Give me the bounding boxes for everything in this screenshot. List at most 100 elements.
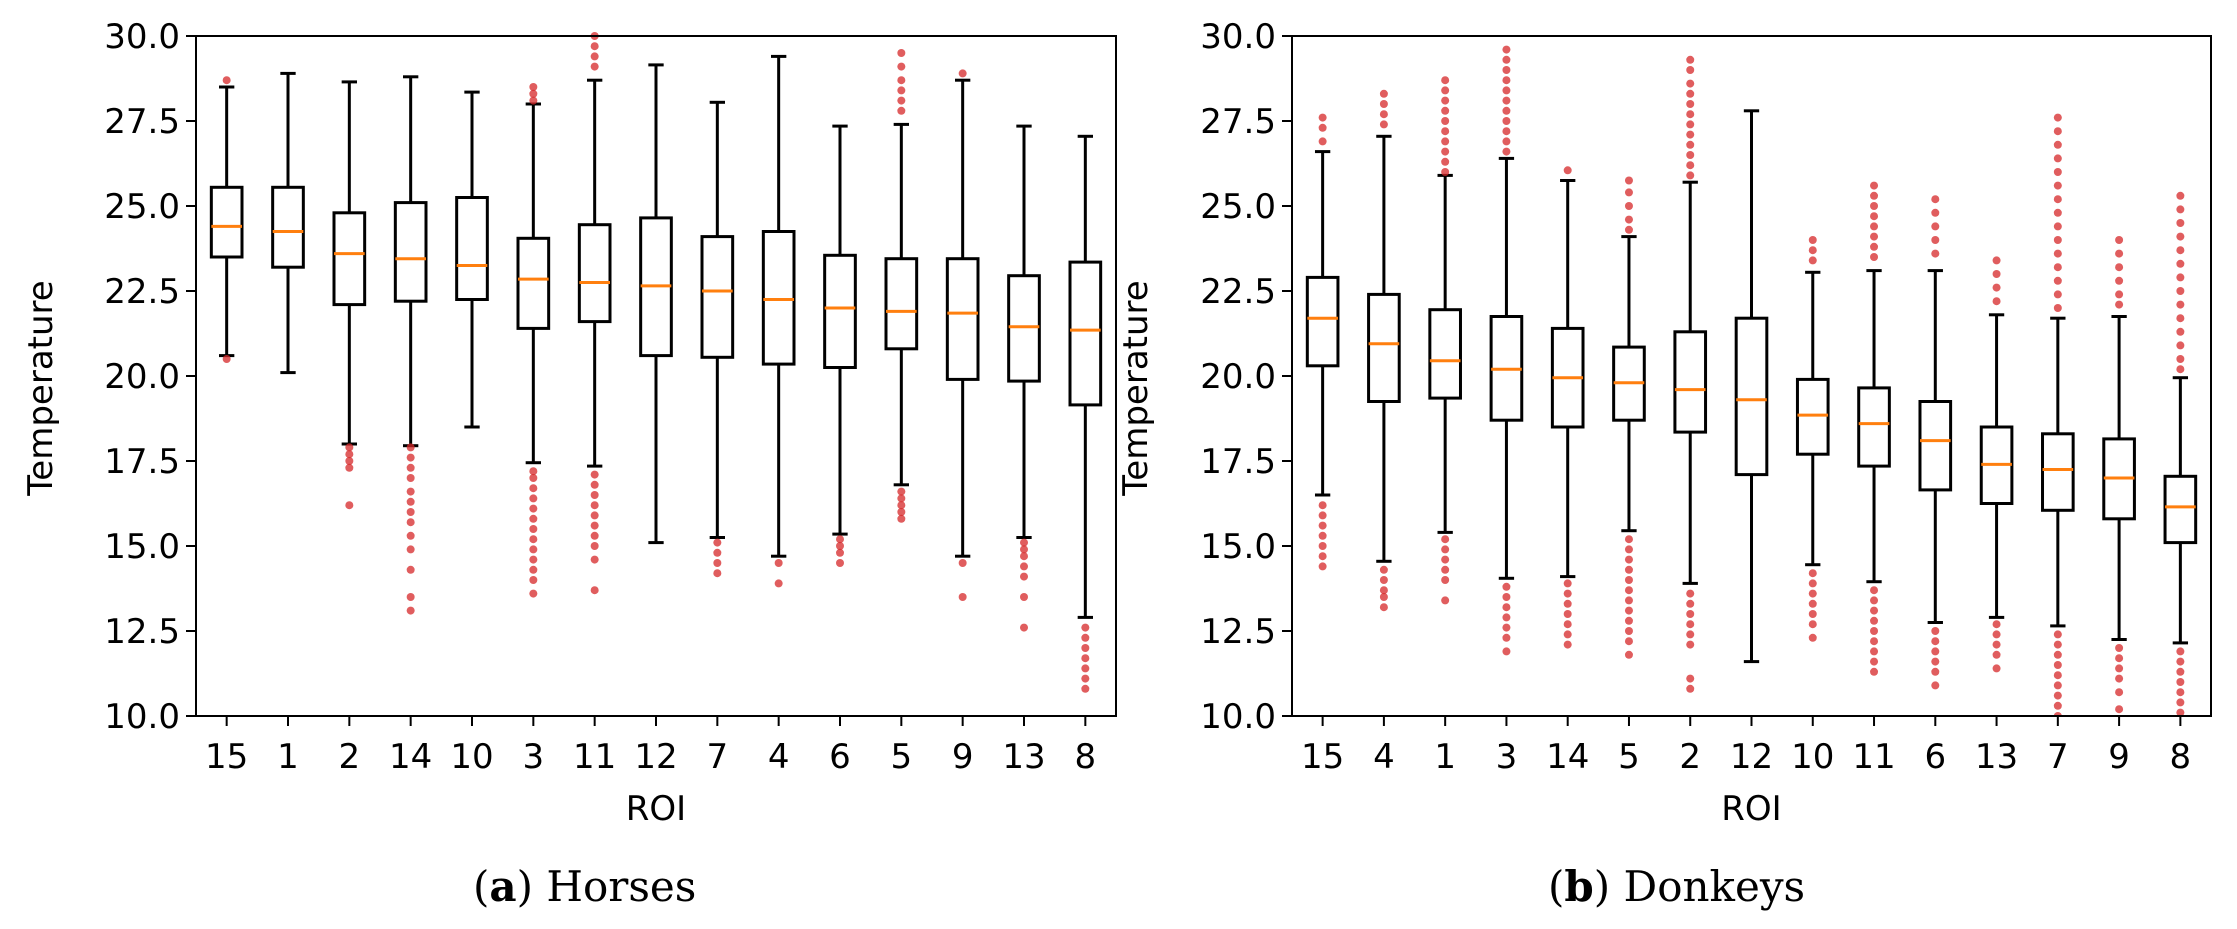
outlier-point [1870,232,1879,241]
outlier-point [1441,545,1450,554]
x-tick-label: 5 [1618,737,1640,777]
outlier-point [406,565,415,574]
outlier-point [1020,552,1028,561]
outlier-point [2176,314,2185,323]
x-tick-label: 1 [1434,737,1456,777]
outlier-point [1931,249,1940,258]
outlier-point [1441,127,1450,136]
outlier-point [2053,249,2062,258]
outlier-point [1502,86,1511,95]
outlier-point [1992,650,2001,659]
outlier-point [897,86,906,95]
outlier-point [1624,596,1633,605]
outlier-point [2176,219,2185,227]
outlier-point [1931,657,1940,666]
box-11 [577,32,612,595]
outlier-point [1318,562,1327,571]
outlier-point [1502,633,1511,642]
outlier-point [1870,181,1879,190]
outlier-point [1502,593,1511,601]
outlier-point [1379,603,1388,612]
outlier-point [1808,633,1817,642]
outlier-point [1563,640,1572,649]
outlier-point [1686,599,1695,608]
outlier-point [2115,705,2124,714]
outlier-point [1020,538,1028,547]
outlier-point [406,508,415,516]
outlier-point [2115,263,2124,272]
outlier-point [529,565,538,574]
outlier-point [590,555,599,564]
outlier-point [2115,664,2124,673]
outlier-point [2053,140,2062,149]
outlier-point [1992,256,2001,265]
outlier-point [1870,667,1879,676]
x-tick-label: 2 [339,737,361,777]
y-tick-label: 22.5 [1200,272,1276,312]
outlier-point [1686,55,1695,64]
outlier-point [1441,576,1450,584]
outlier-point [1318,542,1327,550]
caption-b: (b) Donkeys [1548,862,1806,911]
outlier-point [1502,106,1511,115]
outlier-point [1624,535,1633,544]
outlier-point [2176,667,2185,676]
outlier-point [1081,633,1090,642]
outlier-point [2053,113,2062,122]
outlier-point [1992,664,2001,673]
outlier-point [406,531,415,540]
outlier-point [1686,630,1695,639]
outlier-point [2053,661,2062,669]
outlier-point [1931,195,1940,204]
outlier-point [1379,110,1388,119]
outlier-point [529,89,538,98]
outlier-point [1441,565,1450,574]
outlier-point [1020,572,1028,581]
iqr-box [271,185,305,269]
outlier-point [897,76,906,85]
caption-b-letter: b [1564,862,1594,911]
iqr-box [1918,400,1953,492]
outlier-point [1318,113,1327,122]
outlier-point [2053,276,2062,285]
box-6 [823,124,857,567]
outlier-point [1441,106,1450,115]
iqr-box [1367,292,1401,403]
outlier-point [1502,137,1511,146]
outlier-point [2115,674,2124,683]
box-13 [1007,124,1041,632]
outlier-point [1808,236,1817,244]
outlier-point [2053,236,2062,244]
plot-area [209,32,1103,693]
outlier-point [1502,66,1511,74]
outlier-point [836,542,844,550]
iqr-box [884,257,919,351]
outlier-point [1624,565,1633,574]
caption-b-text: Donkeys [1623,862,1806,911]
outlier-point [2176,365,2185,374]
outlier-point [1081,664,1090,673]
x-tick-label: 9 [952,737,974,777]
outlier-point [1808,610,1817,618]
outlier-point [2176,708,2185,716]
outlier-point [590,62,599,71]
y-tick-label: 27.5 [1200,102,1276,142]
outlier-point [1502,647,1511,656]
outlier-point [2176,678,2185,686]
outlier-point [1808,246,1817,255]
outlier-point [1502,613,1511,622]
y-tick-label: 25.0 [1200,187,1276,227]
plot-area [1305,45,2198,716]
box-8 [1068,134,1103,693]
caption-a-text: Horses [546,862,697,911]
outlier-point [1563,166,1572,175]
outlier-point [406,545,415,554]
outlier-point [1686,66,1695,74]
x-tick-label: 9 [2108,737,2130,777]
x-tick-label: 15 [1301,737,1344,777]
outlier-point [897,62,906,71]
box-8 [2163,191,2198,716]
iqr-box [1857,386,1891,468]
outlier-point [1441,76,1450,85]
